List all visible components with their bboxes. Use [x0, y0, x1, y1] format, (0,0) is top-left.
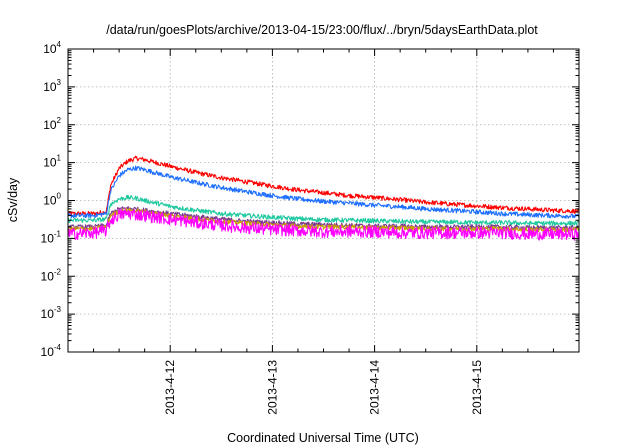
x-tick-label: 2013-4-12	[163, 360, 177, 415]
grid	[68, 49, 579, 352]
series-line-6	[67, 208, 580, 241]
y-tick-label: 10-3	[41, 305, 62, 321]
y-tick-label: 10-1	[41, 229, 62, 245]
series-layer	[67, 155, 580, 241]
y-tick-label: 101	[43, 154, 61, 170]
series-line-3	[67, 194, 580, 227]
series-line-1	[67, 155, 580, 216]
y-tick-label: 102	[43, 116, 61, 132]
x-tick-label: 2013-4-14	[368, 360, 382, 415]
y-tick-label: 103	[43, 78, 61, 94]
y-axis: 10-4 10-3 10-2 10-1 100 101 102 103 104	[41, 40, 579, 359]
y-tick-label: 10-2	[41, 267, 62, 283]
y-tick-label: 100	[43, 192, 61, 208]
y-axis-label: cSv/day	[6, 177, 20, 222]
x-axis-label: Coordinated Universal Time (UTC)	[227, 431, 419, 445]
series-line-2	[67, 165, 580, 219]
y-tick-label: 104	[43, 40, 61, 56]
y-tick-label: 10-4	[41, 343, 62, 359]
x-tick-label: 2013-4-15	[470, 360, 484, 415]
x-tick-label: 2013-4-13	[265, 360, 279, 415]
series-line-4	[67, 206, 580, 231]
x-axis: 2013-4-12 2013-4-13 2013-4-14 2013-4-15	[93, 49, 554, 415]
chart-title: /data/run/goesPlots/archive/2013-04-15/2…	[106, 23, 538, 37]
